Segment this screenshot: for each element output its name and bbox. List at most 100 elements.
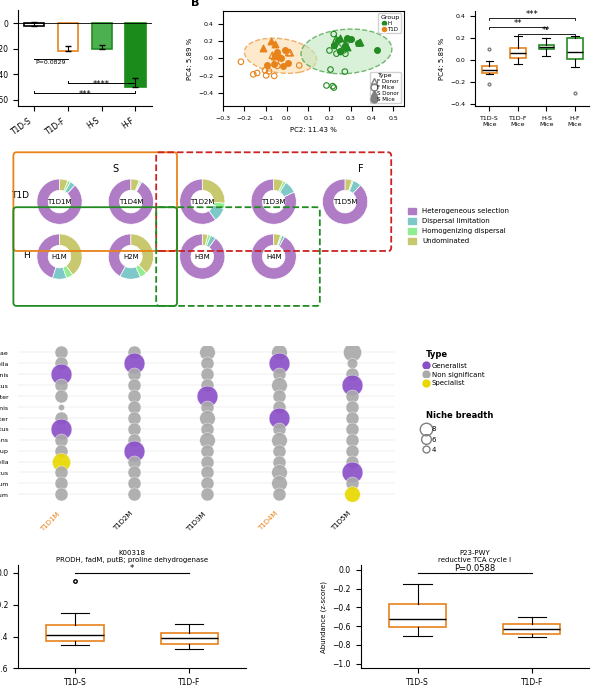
Point xyxy=(202,424,211,435)
Point xyxy=(236,56,246,67)
Text: H1M: H1M xyxy=(52,253,67,260)
Point xyxy=(270,58,279,69)
Point xyxy=(347,358,356,369)
Point xyxy=(372,45,382,56)
Point xyxy=(274,358,284,369)
Y-axis label: PC4: 5.89 %: PC4: 5.89 % xyxy=(439,37,445,80)
Point xyxy=(129,401,139,412)
Point xyxy=(261,70,271,81)
Text: **: ** xyxy=(542,25,550,34)
Point xyxy=(129,424,139,435)
Point xyxy=(340,38,350,50)
Point xyxy=(347,401,356,412)
Point xyxy=(339,45,349,56)
Point xyxy=(258,43,267,54)
Y-axis label: PC4: 5.89 %: PC4: 5.89 % xyxy=(187,37,193,80)
Text: T1D5M: T1D5M xyxy=(333,199,357,204)
Text: B: B xyxy=(190,0,199,8)
Point xyxy=(202,445,211,456)
Point xyxy=(202,358,211,369)
Point xyxy=(274,346,284,358)
PathPatch shape xyxy=(510,48,526,58)
Point xyxy=(274,379,284,391)
Point xyxy=(129,456,139,467)
Point xyxy=(347,489,356,500)
Point xyxy=(274,50,283,62)
Wedge shape xyxy=(345,179,352,191)
Wedge shape xyxy=(274,234,281,246)
Point xyxy=(356,37,365,48)
X-axis label: PC2: 11.43 %: PC2: 11.43 % xyxy=(290,127,337,132)
Point xyxy=(353,37,363,48)
Wedge shape xyxy=(120,267,140,279)
Point xyxy=(274,467,284,478)
Wedge shape xyxy=(108,234,131,276)
Bar xyxy=(92,23,112,49)
Legend: F Donor, F Mice, S Donor, S Mice: F Donor, F Mice, S Donor, S Mice xyxy=(370,72,401,104)
Point xyxy=(202,456,211,467)
Text: *: * xyxy=(130,564,134,573)
Point xyxy=(129,412,139,423)
Wedge shape xyxy=(65,182,75,193)
Point xyxy=(331,34,341,45)
Point xyxy=(347,412,356,423)
Point xyxy=(273,60,282,71)
Text: S: S xyxy=(112,164,118,174)
Point xyxy=(274,412,284,423)
Point xyxy=(274,489,284,500)
Point xyxy=(325,45,334,56)
Point xyxy=(347,379,356,391)
Point xyxy=(57,456,66,467)
Point xyxy=(336,45,345,56)
Point xyxy=(276,52,286,64)
Point xyxy=(202,489,211,500)
Wedge shape xyxy=(60,234,82,275)
Y-axis label: Abundance (z-score): Abundance (z-score) xyxy=(320,581,327,652)
Point xyxy=(129,346,139,358)
Text: Type: Type xyxy=(426,350,448,359)
Ellipse shape xyxy=(245,38,317,74)
Point xyxy=(330,41,339,52)
Point xyxy=(347,445,356,456)
Point xyxy=(252,67,262,78)
Point xyxy=(284,57,293,69)
Title: K00318
PRODH, fadM, putB; proline dehydrogenase: K00318 PRODH, fadM, putB; proline dehydr… xyxy=(56,550,208,564)
Point xyxy=(57,368,66,379)
Point xyxy=(270,70,279,81)
Point xyxy=(272,46,281,57)
Point xyxy=(274,424,284,435)
Point xyxy=(340,41,350,52)
Point xyxy=(347,391,356,402)
Wedge shape xyxy=(278,181,286,192)
Point xyxy=(267,35,276,46)
Point xyxy=(57,412,66,423)
Point xyxy=(57,467,66,478)
Point xyxy=(274,391,284,402)
Point xyxy=(129,379,139,391)
PathPatch shape xyxy=(482,66,497,73)
Point xyxy=(284,47,293,58)
Point xyxy=(280,45,290,56)
Point xyxy=(202,478,211,489)
Point xyxy=(270,51,279,62)
Text: ****: **** xyxy=(93,80,110,89)
PathPatch shape xyxy=(161,633,218,644)
Wedge shape xyxy=(213,202,225,209)
Point xyxy=(325,64,335,75)
Point xyxy=(329,82,339,93)
Point xyxy=(129,368,139,379)
Point xyxy=(202,412,211,423)
Wedge shape xyxy=(60,179,68,191)
Point xyxy=(129,391,139,402)
Point xyxy=(202,379,211,391)
Point xyxy=(57,445,66,456)
Point xyxy=(202,346,211,358)
Wedge shape xyxy=(349,180,353,191)
Point xyxy=(286,47,295,58)
Point xyxy=(347,434,356,445)
Wedge shape xyxy=(180,234,225,279)
Text: T1D1M: T1D1M xyxy=(47,199,72,204)
Wedge shape xyxy=(209,205,224,220)
Point xyxy=(333,34,343,46)
Point xyxy=(274,456,284,467)
